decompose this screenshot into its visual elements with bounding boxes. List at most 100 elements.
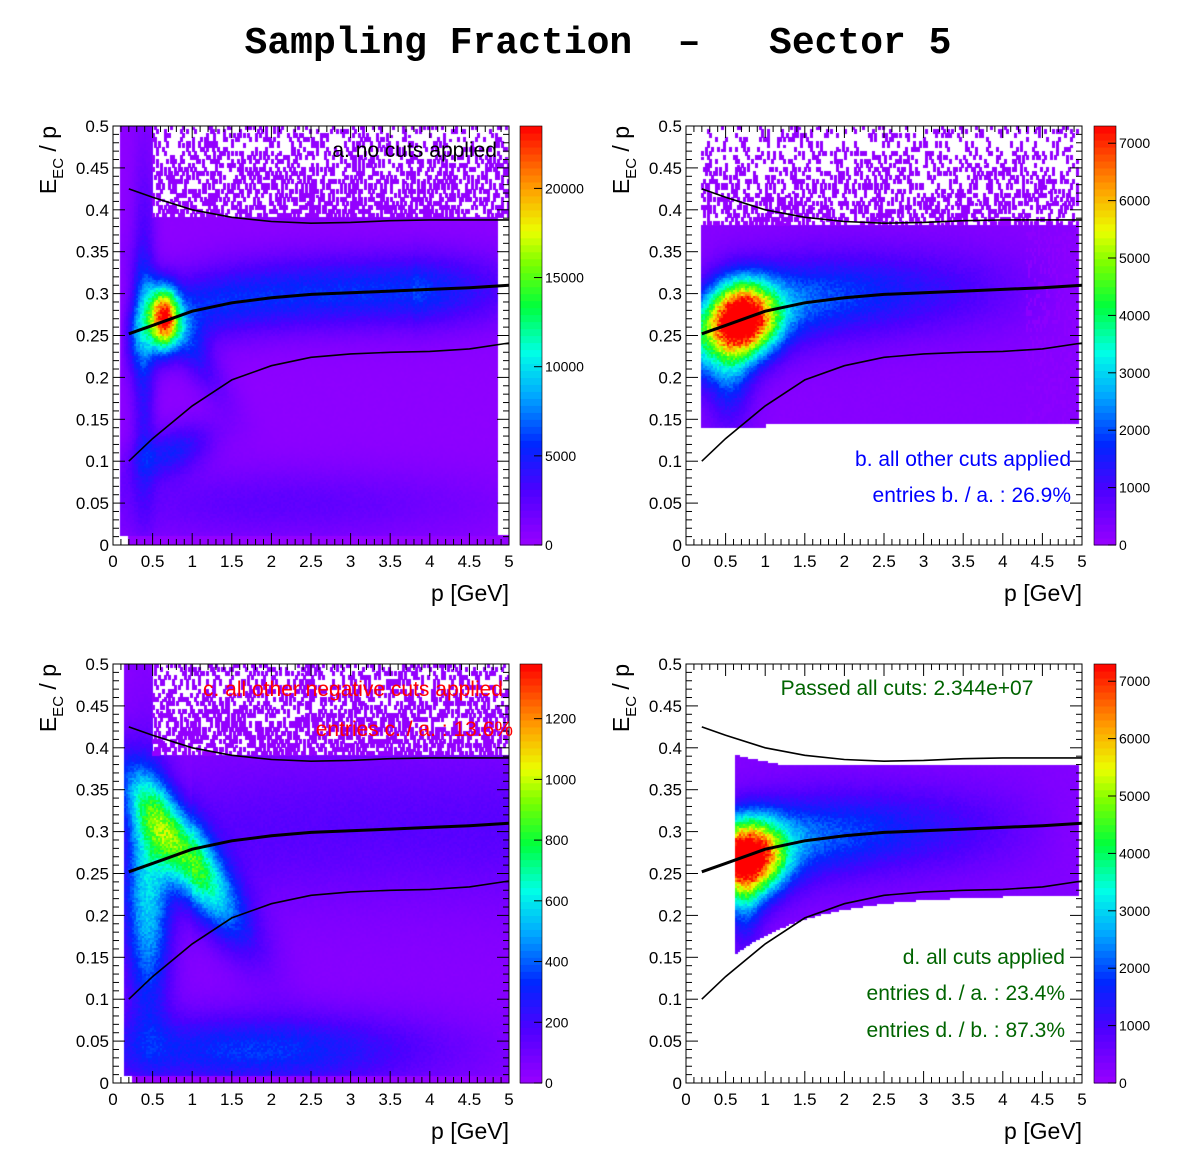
- colorbar-segment: [520, 845, 542, 854]
- colorbar-segment: [520, 964, 542, 972]
- colorbar-frame: [519, 663, 543, 1084]
- x-tick-label: 3: [346, 552, 355, 571]
- x-axis-label: p [GeV]: [1004, 1118, 1082, 1144]
- colorbar-segment: [520, 223, 542, 232]
- x-tick-label: 1: [187, 1090, 196, 1109]
- panel-a: 0 0.5 1 1.5 2 2.5 3 3.5 4 4.5 5 0 0.05 0.1 0.15 0.2 0.25…: [35, 117, 584, 606]
- colorbar-segment: [520, 300, 542, 309]
- colorbar-segment: [520, 950, 542, 958]
- colorbar-segment: [520, 475, 542, 483]
- colorbar-tick-label: 20000: [545, 180, 584, 196]
- colorbar-segment: [520, 349, 542, 358]
- heatmap-cells: [113, 126, 509, 545]
- fit-curve-upper: [128, 726, 509, 763]
- colorbar-segment: [1094, 377, 1116, 385]
- colorbar-segment: [520, 272, 542, 281]
- colorbar-segment: [1094, 740, 1116, 749]
- y-tick-label: 0.3: [85, 823, 109, 842]
- x-tick-label: 4: [998, 552, 1007, 571]
- y-tick-label: 0.05: [649, 494, 682, 513]
- colorbar-segment: [1094, 244, 1116, 253]
- colorbar-segment: [520, 363, 542, 372]
- colorbar-segment: [520, 824, 542, 833]
- y-tick-label: 0.1: [85, 990, 109, 1009]
- x-tick-label: 3.5: [378, 1090, 402, 1109]
- y-tick-label: 0.25: [76, 865, 109, 884]
- x-axis-label: p [GeV]: [431, 1118, 509, 1144]
- colorbar-segment: [520, 852, 542, 861]
- colorbar-segment: [520, 684, 542, 693]
- colorbar-segment: [520, 929, 542, 937]
- colorbar-tick-label: 0: [545, 537, 553, 553]
- colorbar-segment: [520, 999, 542, 1007]
- colorbar-tick-label: 0: [545, 1075, 553, 1091]
- y-tick-label: 0.15: [76, 410, 109, 429]
- colorbar-segment: [1094, 789, 1116, 798]
- x-tick-label: 5: [504, 1090, 513, 1109]
- colorbar-segment: [1094, 293, 1116, 302]
- colorbar-segment: [520, 705, 542, 714]
- x-tick-label: 0: [681, 552, 690, 571]
- colorbar-segment: [520, 992, 542, 1000]
- colorbar-segment: [1094, 356, 1116, 365]
- colorbar-segment: [1094, 342, 1116, 351]
- colorbar-segment: [1094, 908, 1116, 916]
- colorbar-segment: [1094, 286, 1116, 295]
- y-tick-label: 0.15: [76, 948, 109, 967]
- colorbar-segment: [1094, 482, 1116, 490]
- colorbar-segment: [1094, 971, 1116, 979]
- x-tick-label: 3: [919, 1090, 928, 1109]
- colorbar-segment: [1094, 887, 1116, 896]
- colorbar-segment: [520, 440, 542, 448]
- colorbar-segment: [1094, 824, 1116, 833]
- fit-curve-middle: [701, 283, 1083, 336]
- colorbar-segment: [1094, 461, 1116, 469]
- colorbar-segment: [1094, 838, 1116, 847]
- colorbar-segment: [1094, 195, 1116, 204]
- colorbar-segment: [1094, 1020, 1116, 1028]
- colorbar-tick-label: 15000: [545, 270, 584, 286]
- colorbar-segment: [1094, 265, 1116, 274]
- colorbar-segment: [520, 447, 542, 455]
- colorbar-segment: [1094, 405, 1116, 413]
- panel-annotation: a. no cuts applied: [332, 139, 497, 162]
- panel-annotation: entries d. / b. : 87.3%: [867, 1019, 1065, 1042]
- y-tick-label: 0.2: [85, 906, 109, 925]
- colorbar-segment: [520, 1055, 542, 1063]
- colorbar-segment: [520, 230, 542, 239]
- colorbar-segment: [1094, 1013, 1116, 1021]
- colorbar-frame: [1093, 663, 1117, 1084]
- colorbar-segment: [520, 237, 542, 246]
- colorbar-segment: [1094, 803, 1116, 812]
- heatmap-cells: [686, 126, 1082, 545]
- colorbar-segment: [1094, 258, 1116, 267]
- colorbar-segment: [1094, 712, 1116, 721]
- x-tick-label: 2.5: [299, 1090, 323, 1109]
- colorbar-segment: [520, 817, 542, 826]
- colorbar-segment: [1094, 349, 1116, 358]
- colorbar-segment: [520, 698, 542, 707]
- x-tick-label: 4: [425, 1090, 434, 1109]
- colorbar-segment: [1094, 873, 1116, 882]
- fit-curve-lower: [128, 342, 510, 462]
- y-tick-label: 0.4: [85, 201, 109, 220]
- y-tick-label: 0.5: [85, 655, 109, 674]
- y-tick-label: 0.35: [649, 781, 682, 800]
- colorbar-segment: [520, 971, 542, 979]
- x-tick-label: 3: [346, 1090, 355, 1109]
- colorbar-segment: [520, 377, 542, 385]
- colorbar-segment: [1094, 922, 1116, 930]
- colorbar-segment: [1094, 447, 1116, 455]
- colorbar-segment: [520, 985, 542, 993]
- colorbar-segment: [1094, 202, 1116, 211]
- colorbar-tick-label: 4000: [1119, 845, 1150, 861]
- colorbar-segment: [520, 419, 542, 427]
- colorbar-segment: [520, 719, 542, 728]
- colorbar-tick-label: 600: [545, 893, 569, 909]
- colorbar-segment: [1094, 426, 1116, 434]
- colorbar-segment: [520, 887, 542, 896]
- colorbar-segment: [1094, 901, 1116, 910]
- x-tick-label: 4.5: [458, 1090, 482, 1109]
- colorbar-segment: [520, 1062, 542, 1070]
- colorbar-segment: [520, 754, 542, 763]
